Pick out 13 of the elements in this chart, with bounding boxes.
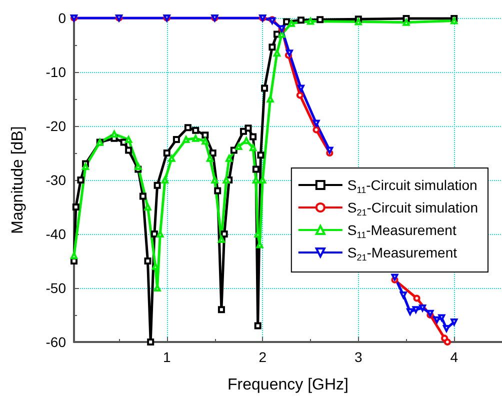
x-tick-label: 2	[258, 349, 267, 365]
x-tick-label: 1	[162, 349, 171, 365]
y-tick-label: -50	[46, 280, 66, 296]
y-tick-label: -60	[46, 334, 66, 350]
x-axis-title: Frequency [GHz]	[228, 376, 348, 394]
x-tick-label: 4	[450, 349, 458, 365]
y-tick-label: -30	[46, 172, 66, 188]
y-axis-title: Magnitude [dB]	[10, 126, 26, 234]
y-tick-label: -10	[46, 64, 66, 80]
y-tick-label: -40	[46, 226, 66, 242]
y-tick-label: -20	[46, 118, 66, 134]
y-tick-label: 0	[58, 10, 66, 26]
x-tick-label: 3	[354, 349, 362, 365]
